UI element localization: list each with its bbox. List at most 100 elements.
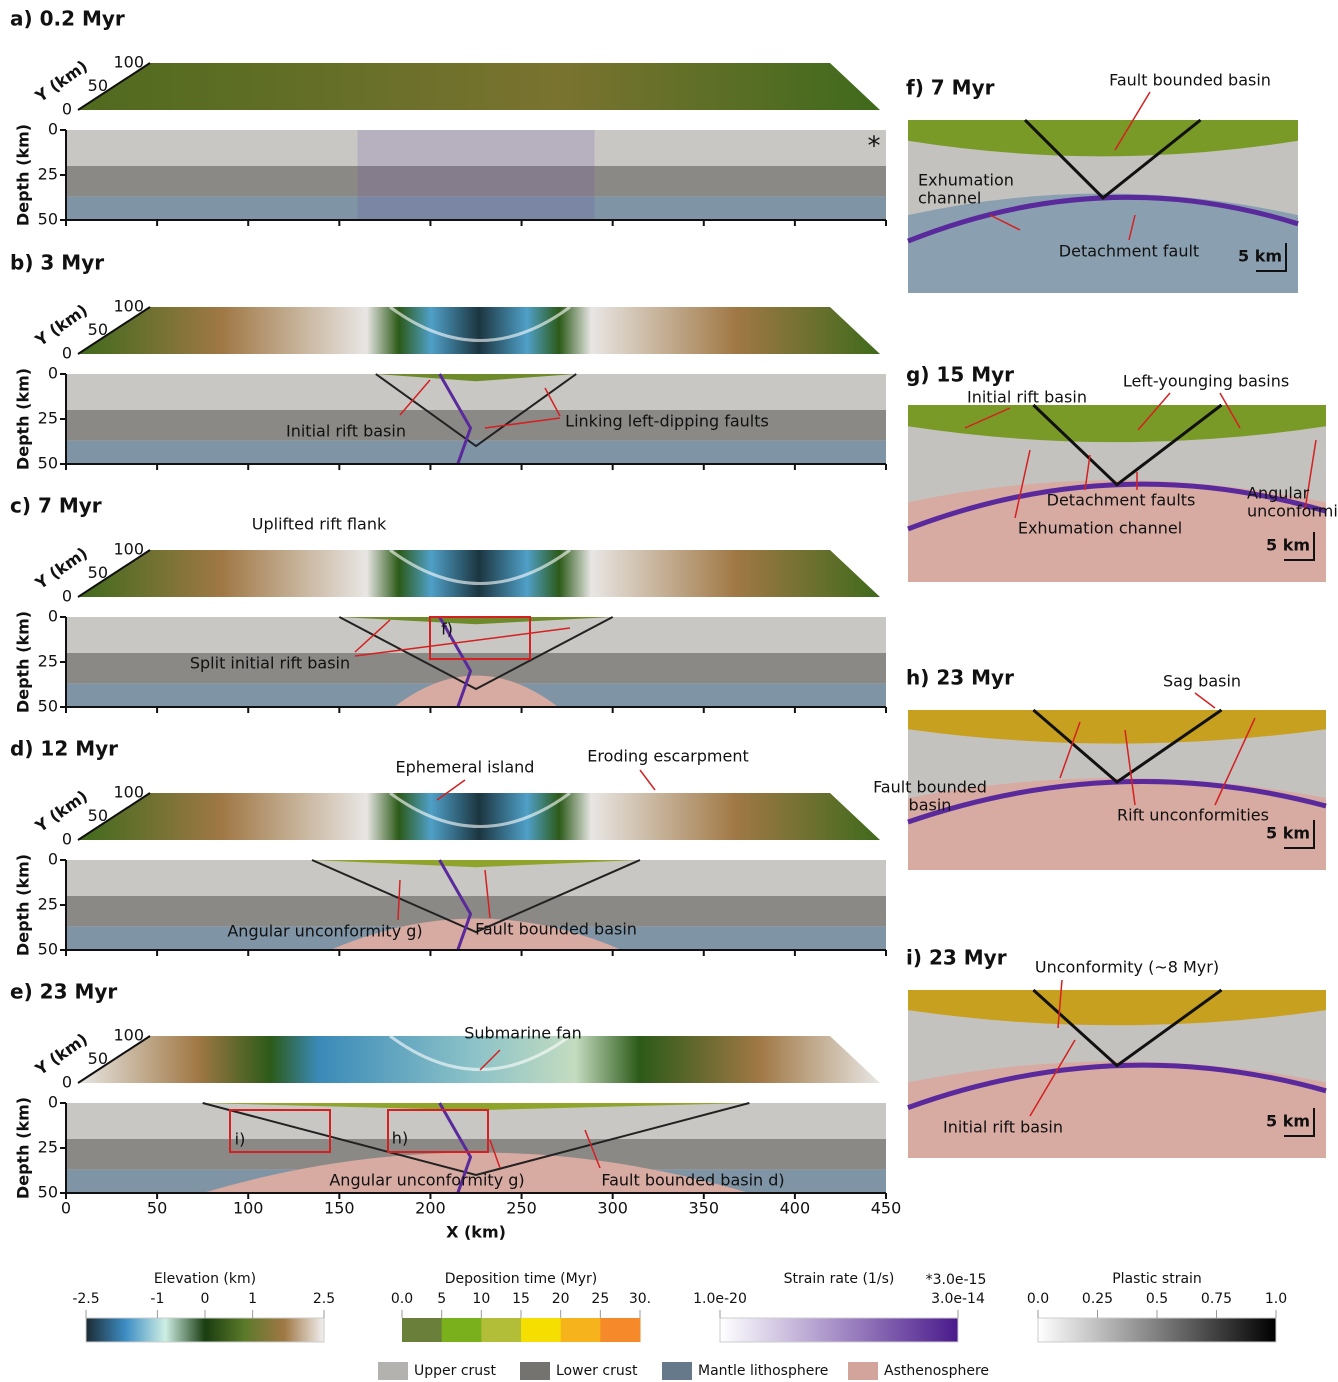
annotation: Fault bounded basin d)	[601, 1171, 784, 1190]
surface	[78, 550, 880, 597]
zoom-lower	[908, 1061, 1326, 1158]
depth-tick-label: 50	[38, 454, 58, 473]
strain-zone	[357, 130, 595, 220]
annotation: Eroding escarpment	[587, 747, 748, 766]
x-tick-label: 250	[506, 1199, 537, 1218]
lower-crust	[66, 166, 886, 197]
basin	[375, 374, 577, 382]
material-label: Lower crust	[556, 1363, 638, 1379]
lower-crust	[66, 410, 886, 441]
y-tick-label: 0	[62, 1073, 72, 1092]
material-swatch	[662, 1362, 692, 1380]
leader	[1057, 979, 1063, 1029]
scale-label: 5 km	[1266, 1112, 1310, 1131]
leader	[544, 387, 561, 417]
annotation: unconformity	[1247, 502, 1338, 521]
colorbar-tick-label: 0.25	[1082, 1291, 1113, 1307]
zoom-sediment	[908, 710, 1326, 744]
y-tick-label: 0	[62, 830, 72, 849]
panel-title: a) 0.2 Myr	[10, 7, 125, 31]
colorbar-swatch	[481, 1318, 522, 1342]
asthenosphere	[202, 1152, 750, 1193]
strain	[438, 1102, 473, 1194]
depth-tick-label: 50	[38, 1183, 58, 1202]
panel-title: g) 15 Myr	[906, 363, 1014, 387]
depth-tick-label: 50	[38, 697, 58, 716]
panel-title: b) 3 Myr	[10, 251, 104, 275]
mantle-lithosphere	[66, 440, 886, 464]
leader	[1114, 91, 1151, 151]
colorbar-tick-label: 0.75	[1201, 1291, 1232, 1307]
annotation: Fault bounded basin	[475, 920, 637, 939]
x-tick-label: 450	[871, 1199, 902, 1218]
annotation: Detachment faults	[1047, 491, 1196, 510]
scale-bar	[1256, 243, 1287, 272]
y-tick-label: 50	[88, 320, 108, 339]
annotation: h)	[392, 1129, 408, 1148]
leader	[484, 417, 561, 429]
leader	[484, 869, 491, 919]
y-tick-label: 100	[113, 297, 144, 316]
colorbar-tick-label: 10	[472, 1291, 490, 1307]
colorbar-swatch	[402, 1318, 443, 1342]
faults	[202, 1102, 750, 1177]
material-label: Upper crust	[414, 1363, 496, 1379]
colorbar-tick-label: 1.0e-20	[693, 1291, 747, 1307]
depth-label: Depth (km)	[14, 854, 33, 956]
leader	[1219, 392, 1241, 429]
zoom-sediment	[908, 120, 1298, 157]
panel-title: c) 7 Myr	[10, 494, 102, 518]
annotation: Fault bounded	[873, 778, 987, 797]
asthenosphere	[394, 675, 558, 707]
strain	[438, 859, 473, 951]
colorbar-note: *3.0e-15	[926, 1272, 987, 1288]
depth-tick-label: 0	[48, 607, 58, 626]
mantle-lithosphere	[66, 196, 886, 220]
annotation: Angular	[1247, 484, 1310, 503]
x-tick-label: 200	[415, 1199, 446, 1218]
surface-axis	[77, 1035, 151, 1084]
y-tick-label: 100	[113, 1026, 144, 1045]
colorbar-tick-label: 0	[201, 1291, 210, 1307]
basin	[339, 617, 613, 625]
colorbar-swatch	[600, 1318, 641, 1342]
surface-axis	[77, 549, 151, 598]
x-tick-label: 0	[61, 1199, 71, 1218]
surface-axis	[77, 62, 151, 111]
panel-title: e) 23 Myr	[10, 980, 117, 1004]
depth-label: Depth (km)	[14, 124, 33, 226]
leader	[1124, 729, 1136, 806]
x-tick-label: 300	[597, 1199, 628, 1218]
basin	[312, 860, 640, 868]
leader	[1304, 439, 1317, 511]
annotation: Linking left-dipping faults	[565, 412, 769, 431]
x-tick-label: 50	[147, 1199, 167, 1218]
depth-tick-label: 0	[48, 1093, 58, 1112]
y-tick-label: 0	[62, 100, 72, 119]
surface	[78, 793, 880, 840]
zoom-sediment	[908, 990, 1326, 1026]
surface-axis	[77, 306, 151, 355]
annotation: Exhumation channel	[1018, 519, 1182, 538]
annotation: Exhumation	[918, 171, 1014, 190]
annotation: Initial rift basin	[943, 1118, 1063, 1137]
leader	[1214, 717, 1256, 806]
strain	[438, 616, 473, 708]
annotation: Rift unconformities	[1117, 806, 1269, 825]
leader	[1059, 721, 1081, 779]
depth-tick-label: 0	[48, 850, 58, 869]
x-tick-label: 350	[689, 1199, 720, 1218]
x-tick-label: 100	[233, 1199, 264, 1218]
annotation: Uplifted rift flank	[252, 515, 387, 534]
y-tick-label: 100	[113, 540, 144, 559]
zoom-lower	[908, 193, 1298, 293]
y-tick-label: 0	[62, 344, 72, 363]
colorbar-tick-label: -2.5	[72, 1291, 99, 1307]
marker: *	[868, 132, 881, 162]
leader	[436, 779, 466, 801]
depth-tick-label: 0	[48, 364, 58, 383]
depth-tick-label: 0	[48, 120, 58, 139]
annotation: Left-younging basins	[1123, 372, 1289, 391]
leader	[399, 379, 431, 416]
